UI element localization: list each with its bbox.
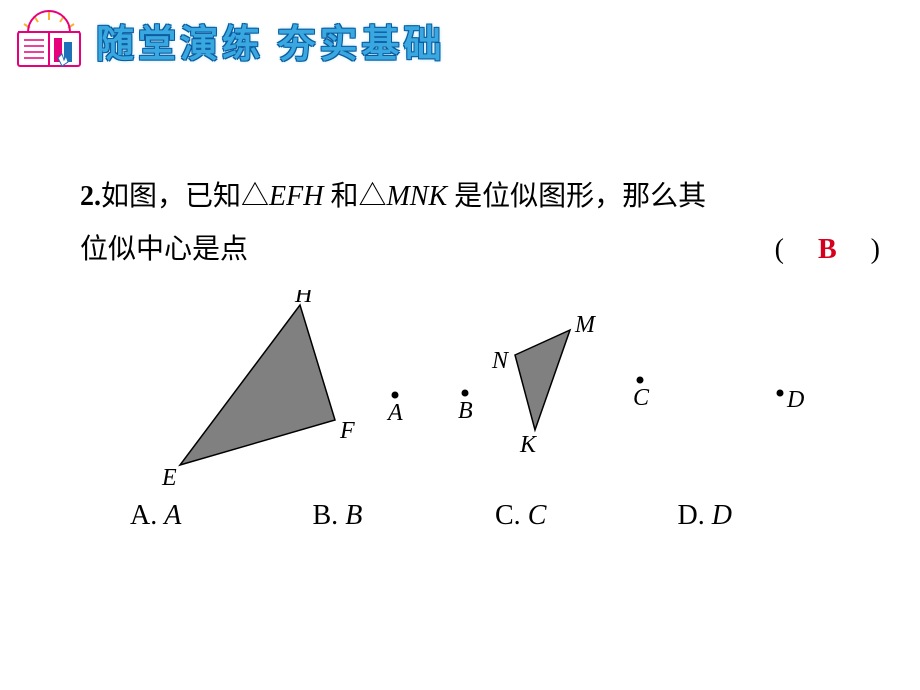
answer-options: A. A B. B C. C D. D: [130, 500, 860, 532]
dot-d: [777, 390, 784, 397]
label-h: H: [294, 290, 314, 308]
dot-a: [392, 392, 399, 399]
section-title: 随堂演练 夯实基础: [96, 13, 446, 68]
option-c[interactable]: C. C: [495, 500, 678, 532]
question-line2: 位似中心是点 ( B ): [80, 223, 880, 276]
dot-label-c: C: [633, 385, 650, 411]
answer-value: B: [812, 234, 843, 265]
question-text: 2.如图，已知△EFH 和△MNK 是位似图形，那么其: [80, 170, 880, 223]
dot-label-b: B: [458, 398, 473, 424]
section-header: 随堂演练 夯实基础: [10, 10, 446, 70]
label-e: E: [161, 465, 177, 490]
label-m: M: [574, 312, 597, 338]
triangle-efh: [180, 305, 335, 465]
option-a[interactable]: A. A: [130, 500, 313, 532]
dot-b: [462, 390, 469, 397]
question-number: 2.: [80, 181, 101, 212]
option-d[interactable]: D. D: [678, 500, 861, 532]
dot-c: [637, 377, 644, 384]
label-f: F: [339, 418, 355, 444]
dot-label-d: D: [786, 387, 804, 413]
label-k: K: [519, 432, 538, 458]
triangle-mnk: [515, 330, 570, 430]
answer-paren: ( B ): [775, 223, 880, 276]
label-n: N: [491, 348, 510, 374]
geometry-figure: H F E M N K A B C D: [120, 290, 820, 490]
dot-label-a: A: [386, 400, 403, 426]
logo-icon: [10, 10, 88, 70]
option-b[interactable]: B. B: [313, 500, 496, 532]
question-block: 2.如图，已知△EFH 和△MNK 是位似图形，那么其 位似中心是点 ( B ): [80, 170, 880, 276]
